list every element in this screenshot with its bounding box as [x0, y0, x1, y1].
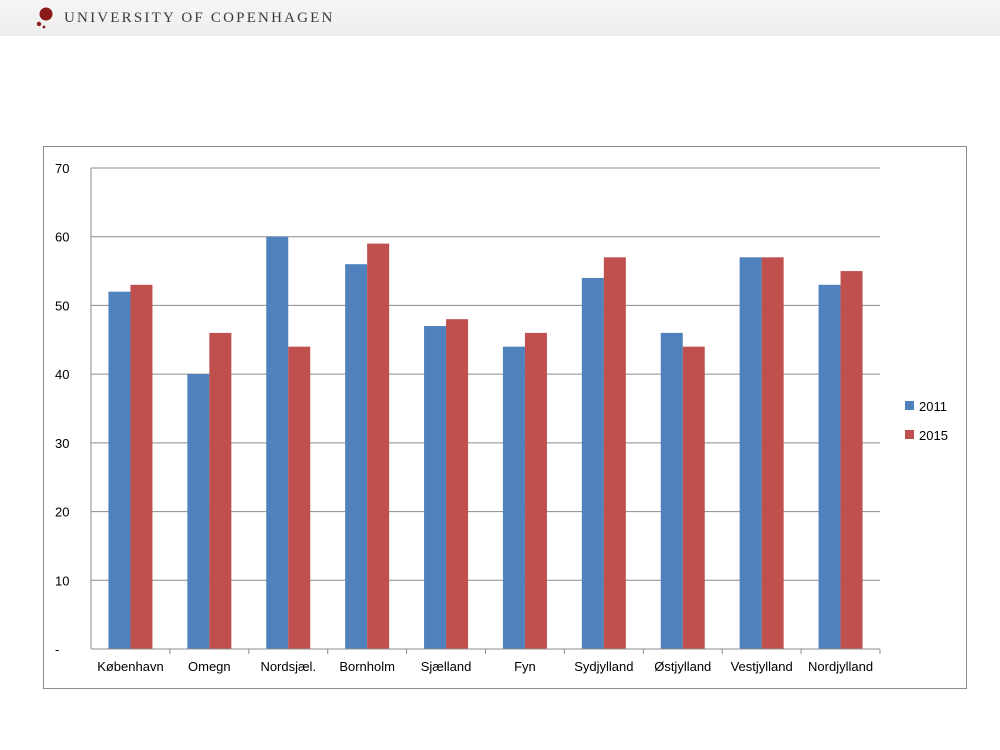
- axes: - 10 20 30 40 50 60 70 København Omegn Nordsjæl. Bo…: [55, 161, 881, 674]
- bar-2011-5: [502, 346, 525, 649]
- x-tick-label: Fyn: [514, 659, 536, 674]
- bar-2011-4: [424, 326, 447, 649]
- x-tick-label: Nordjylland: [808, 659, 873, 674]
- header-bar: UNIVERSITY OF COPENHAGEN: [0, 0, 1000, 36]
- bar-2015-8: [761, 257, 784, 649]
- university-seal-icon: [36, 7, 53, 29]
- legend: 2011 2015: [905, 399, 948, 443]
- x-tick-label: Omegn: [188, 659, 231, 674]
- chart-frame: - 10 20 30 40 50 60 70 København Omegn Nordsjæl. Bo…: [43, 146, 967, 689]
- legend-swatch-2015: [905, 430, 914, 439]
- legend-label-2015: 2015: [919, 428, 948, 443]
- legend-label-2011: 2011: [919, 399, 947, 414]
- x-tick-label: Østjylland: [654, 659, 711, 674]
- y-tick-label: 40: [55, 367, 69, 382]
- bar-2015-4: [446, 319, 469, 649]
- bar-2011-1: [187, 374, 210, 649]
- x-tick-label: Sydjylland: [574, 659, 633, 674]
- y-tick-label: 60: [55, 230, 69, 245]
- bar-2015-6: [603, 257, 626, 649]
- bar-2011-0: [108, 291, 131, 649]
- bar-2015-9: [840, 271, 863, 649]
- y-tick-label: -: [55, 642, 59, 657]
- bar-2011-7: [660, 332, 683, 649]
- brand-name: UNIVERSITY OF COPENHAGEN: [64, 10, 335, 26]
- y-tick-label: 10: [55, 573, 69, 588]
- x-tick-label: Sjælland: [421, 659, 472, 674]
- legend-swatch-2011: [905, 401, 914, 410]
- bar-2015-2: [288, 346, 311, 649]
- bar-chart: - 10 20 30 40 50 60 70 København Omegn Nordsjæl. Bo…: [55, 161, 948, 674]
- y-tick-label: 30: [55, 436, 69, 451]
- bar-2011-6: [581, 277, 604, 649]
- x-tick-label: Bornholm: [339, 659, 395, 674]
- bar-2015-1: [209, 332, 232, 649]
- bar-2011-9: [818, 284, 841, 649]
- y-tick-label: 20: [55, 505, 69, 520]
- y-tick-label: 50: [55, 298, 69, 313]
- bars: [108, 236, 863, 649]
- y-tick-label: 70: [55, 161, 69, 176]
- bar-2015-0: [130, 284, 153, 649]
- x-tick-label: Vestjylland: [731, 659, 793, 674]
- bar-2015-3: [367, 243, 390, 649]
- x-tick-label: København: [97, 659, 164, 674]
- bar-2011-2: [266, 236, 289, 649]
- bar-2015-5: [524, 332, 547, 649]
- bar-2011-3: [345, 264, 368, 649]
- bar-2015-7: [682, 346, 705, 649]
- x-tick-label: Nordsjæl.: [260, 659, 316, 674]
- bar-2011-8: [739, 257, 762, 649]
